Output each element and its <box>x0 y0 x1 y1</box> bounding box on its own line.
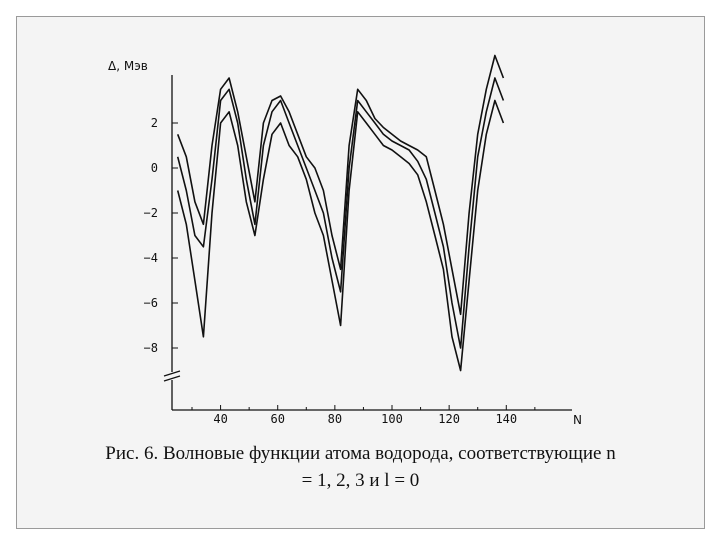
x-tick-label: 120 <box>438 412 460 426</box>
x-tick-label: 140 <box>495 412 517 426</box>
x-tick-label: 60 <box>270 412 284 426</box>
x-axis-label: N <box>573 413 582 427</box>
series-line-3 <box>176 99 505 372</box>
caption-line-2: = 1, 2, 3 и l = 0 <box>301 470 420 491</box>
axis-break-mark <box>163 375 181 382</box>
chart-ticks: 2 0 −2 −4 −6 −8 40 60 80 100 120 140 <box>144 116 536 426</box>
y-tick-label: −4 <box>144 251 158 265</box>
x-tick-label: 80 <box>328 412 342 426</box>
slide-frame <box>16 16 705 529</box>
caption-line-1: Рис. 6. Волновые функции атома водорода,… <box>105 443 616 464</box>
chart-series <box>176 54 505 372</box>
x-tick-label: 40 <box>213 412 227 426</box>
series-line-2 <box>176 77 505 349</box>
series-line-1 <box>176 54 505 316</box>
y-tick-label: 2 <box>151 116 158 130</box>
y-axis-label: Δ, Мэв <box>108 59 148 73</box>
figure-caption: Рис. 6. Волновые функции атома водорода,… <box>16 440 705 494</box>
y-tick-label: −8 <box>144 341 158 355</box>
x-tick-label: 100 <box>381 412 403 426</box>
y-tick-label: −6 <box>144 296 158 310</box>
chart-axes <box>163 75 572 411</box>
axis-break-mark <box>163 370 181 377</box>
y-tick-label: 0 <box>151 161 158 175</box>
y-tick-label: −2 <box>144 206 158 220</box>
